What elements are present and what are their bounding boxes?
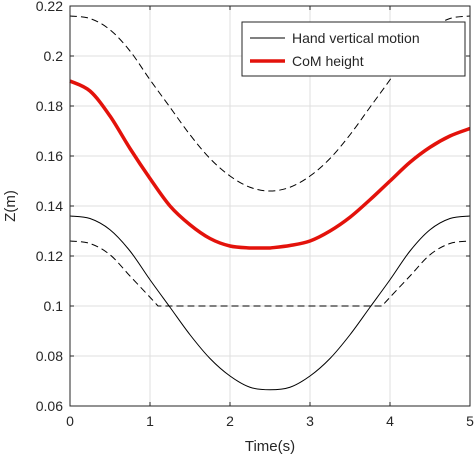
y-tick-label: 0.22	[36, 0, 63, 14]
tick-labels: 0 1 2 3 4 5 0.06 0.08 0.1 0.12 0.14 0.16 0.18 0.2 0.22	[36, 0, 474, 429]
series-line-0	[69, 215, 471, 391]
y-tick-label: 0.06	[36, 398, 63, 414]
y-tick-label: 0.1	[44, 298, 64, 314]
y-axis-label: Z(m)	[2, 190, 19, 222]
y-tick-label: 0.18	[36, 98, 63, 114]
y-tick-label: 0.16	[36, 148, 63, 164]
legend-box	[241, 21, 466, 77]
x-axis-label: Time(s)	[245, 438, 295, 455]
legend-label-com: CoM height	[292, 53, 364, 69]
legend: Hand vertical motion CoM height	[241, 21, 466, 77]
axis-ticks	[69, 5, 471, 407]
series-line-3	[69, 240, 471, 307]
y-tick-label: 0.14	[36, 198, 63, 214]
x-tick-label: 2	[226, 413, 234, 429]
series-line-1	[69, 79, 471, 250]
y-tick-label: 0.12	[36, 248, 63, 264]
x-tick-label: 1	[146, 413, 154, 429]
y-tick-label: 0.2	[44, 48, 64, 64]
legend-label-hand: Hand vertical motion	[292, 30, 420, 46]
series-line-2	[69, 15, 471, 192]
y-tick-label: 0.08	[36, 348, 63, 364]
x-tick-label: 5	[466, 413, 474, 429]
x-tick-label: 3	[306, 413, 314, 429]
series-layer	[69, 15, 471, 391]
x-tick-label: 0	[66, 413, 74, 429]
x-tick-label: 4	[386, 413, 394, 429]
